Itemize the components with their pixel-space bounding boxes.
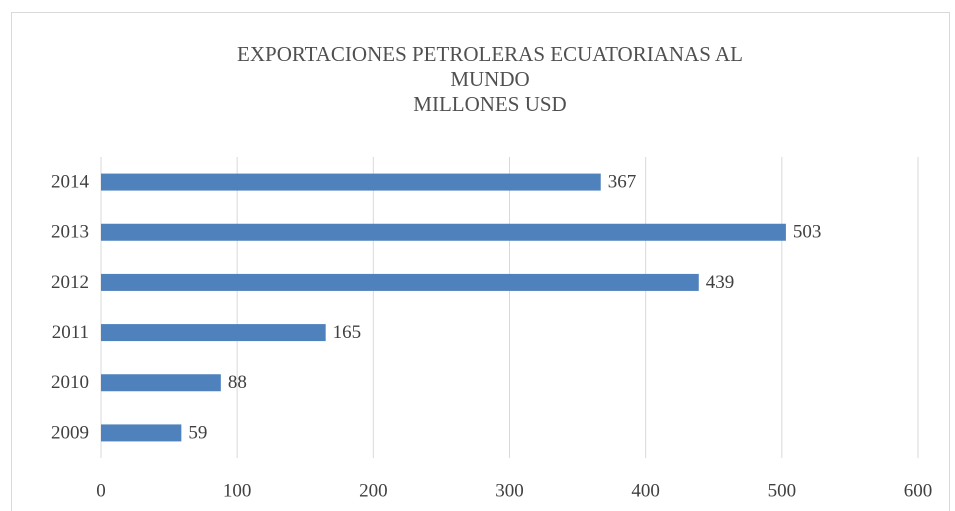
data-label: 503 (793, 222, 822, 243)
y-tick-label: 2010 (51, 372, 89, 393)
chart-title: EXPORTACIONES PETROLERAS ECUATORIANAS AL (237, 42, 743, 66)
x-tick-label: 300 (495, 480, 524, 501)
bar (101, 223, 786, 241)
x-tick-label: 0 (96, 480, 106, 501)
bar (101, 273, 699, 291)
data-label: 165 (333, 322, 362, 343)
x-tick-label: 600 (904, 480, 933, 501)
data-label: 59 (188, 422, 207, 443)
chart-title: MUNDO (450, 67, 529, 91)
data-label: 439 (706, 272, 735, 293)
y-tick-label: 2014 (51, 171, 90, 192)
y-tick-label: 2013 (51, 222, 89, 243)
data-label: 367 (608, 171, 637, 192)
x-tick-label: 100 (223, 480, 252, 501)
bar (101, 173, 601, 191)
bar (101, 424, 182, 442)
bar (101, 374, 221, 392)
y-tick-label: 2012 (51, 272, 89, 293)
chart-title: MILLONES USD (413, 92, 566, 116)
x-tick-label: 200 (359, 480, 388, 501)
bar (101, 324, 326, 342)
x-tick-label: 400 (631, 480, 660, 501)
data-label: 88 (228, 372, 247, 393)
x-tick-label: 500 (768, 480, 797, 501)
y-tick-label: 2011 (52, 322, 89, 343)
y-tick-label: 2009 (51, 422, 89, 443)
